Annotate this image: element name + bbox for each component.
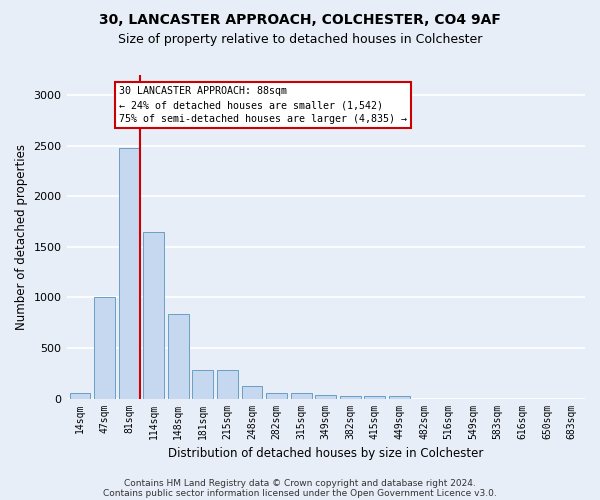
Bar <box>340 396 361 398</box>
Bar <box>291 393 311 398</box>
Text: Size of property relative to detached houses in Colchester: Size of property relative to detached ho… <box>118 32 482 46</box>
Bar <box>193 370 214 398</box>
Y-axis label: Number of detached properties: Number of detached properties <box>15 144 28 330</box>
Bar <box>242 386 262 398</box>
Bar <box>217 370 238 398</box>
Bar <box>389 396 410 398</box>
Text: Contains public sector information licensed under the Open Government Licence v3: Contains public sector information licen… <box>103 488 497 498</box>
Text: 30 LANCASTER APPROACH: 88sqm
← 24% of detached houses are smaller (1,542)
75% of: 30 LANCASTER APPROACH: 88sqm ← 24% of de… <box>119 86 407 124</box>
Bar <box>316 395 336 398</box>
Bar <box>143 232 164 398</box>
Bar <box>70 393 91 398</box>
Bar <box>364 396 385 398</box>
Bar <box>94 298 115 398</box>
Text: 30, LANCASTER APPROACH, COLCHESTER, CO4 9AF: 30, LANCASTER APPROACH, COLCHESTER, CO4 … <box>99 12 501 26</box>
Text: Contains HM Land Registry data © Crown copyright and database right 2024.: Contains HM Land Registry data © Crown c… <box>124 478 476 488</box>
Bar <box>119 148 140 399</box>
Bar <box>168 314 189 398</box>
X-axis label: Distribution of detached houses by size in Colchester: Distribution of detached houses by size … <box>168 447 484 460</box>
Bar <box>266 393 287 398</box>
